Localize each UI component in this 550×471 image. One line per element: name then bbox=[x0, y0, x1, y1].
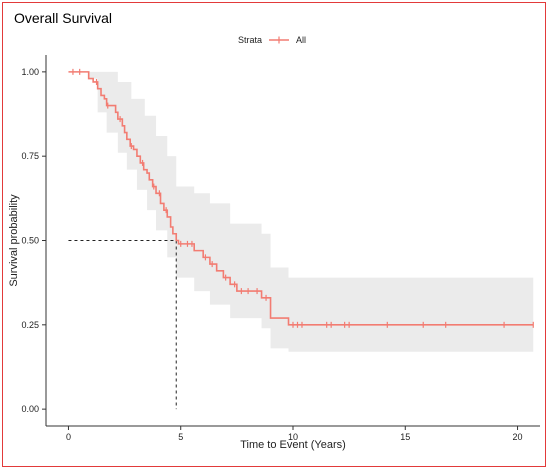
y-tick-label: 1.00 bbox=[21, 67, 39, 77]
legend-key bbox=[269, 36, 290, 44]
x-tick-label: 0 bbox=[66, 432, 71, 442]
x-axis-title: Time to Event (Years) bbox=[240, 439, 346, 451]
y-tick-label: 0.50 bbox=[21, 236, 39, 246]
x-tick-label: 10 bbox=[288, 432, 298, 442]
legend-title: Strata bbox=[238, 35, 263, 45]
y-tick-label: 0.25 bbox=[21, 320, 39, 330]
y-tick-label: 0.00 bbox=[21, 404, 39, 414]
legend: Strata All bbox=[238, 35, 306, 45]
y-tick-label: 0.75 bbox=[21, 151, 39, 161]
x-tick-label: 15 bbox=[400, 432, 410, 442]
chart-frame bbox=[2, 2, 546, 467]
confidence-band bbox=[68, 71, 534, 352]
survival-curve bbox=[68, 71, 534, 326]
legend-entry-all: All bbox=[296, 35, 307, 45]
y-axis-title: Survival probability bbox=[8, 194, 20, 287]
chart-title: Overall Survival bbox=[14, 10, 113, 26]
x-tick-label: 20 bbox=[513, 432, 523, 442]
x-tick-label: 5 bbox=[178, 432, 183, 442]
